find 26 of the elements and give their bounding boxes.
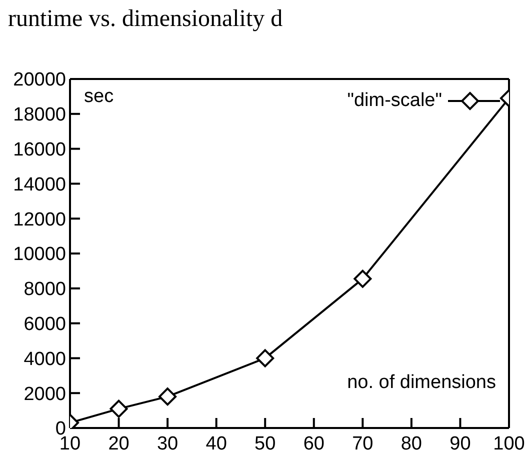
x-tick-label: 100 [493,433,525,454]
y-tick-label: 20000 [13,70,66,91]
y-tick-label: 8000 [24,279,66,300]
x-axis-title: no. of dimensions [347,372,496,394]
x-tick-label: 40 [206,433,227,454]
point [158,388,177,406]
x-tick-label: 90 [450,433,471,454]
x-tick-label: 20 [108,433,130,454]
chart-title: runtime vs. dimensionality d [8,6,283,33]
point [256,349,274,368]
x-tick-label: 50 [254,433,276,454]
x-tick-label: 80 [400,433,422,454]
y-tick-label: 18000 [13,104,66,126]
y-tick-label: 6000 [24,314,66,336]
y-tick-label: 14000 [13,174,66,196]
point [110,400,128,418]
y-tick-label: 16000 [13,140,66,161]
y-tick-label: 2000 [24,384,66,405]
y-tick-label: 4000 [24,348,66,370]
y-axis-title: sec [84,86,114,108]
x-tick-label: 70 [352,433,374,454]
y-tick-label: 10000 [13,244,66,266]
x-tick-label: 60 [303,433,324,454]
x-tick-label: 30 [156,433,178,454]
y-tick-label: 12000 [13,209,66,230]
legend-label: "dim-scale" [347,90,442,112]
